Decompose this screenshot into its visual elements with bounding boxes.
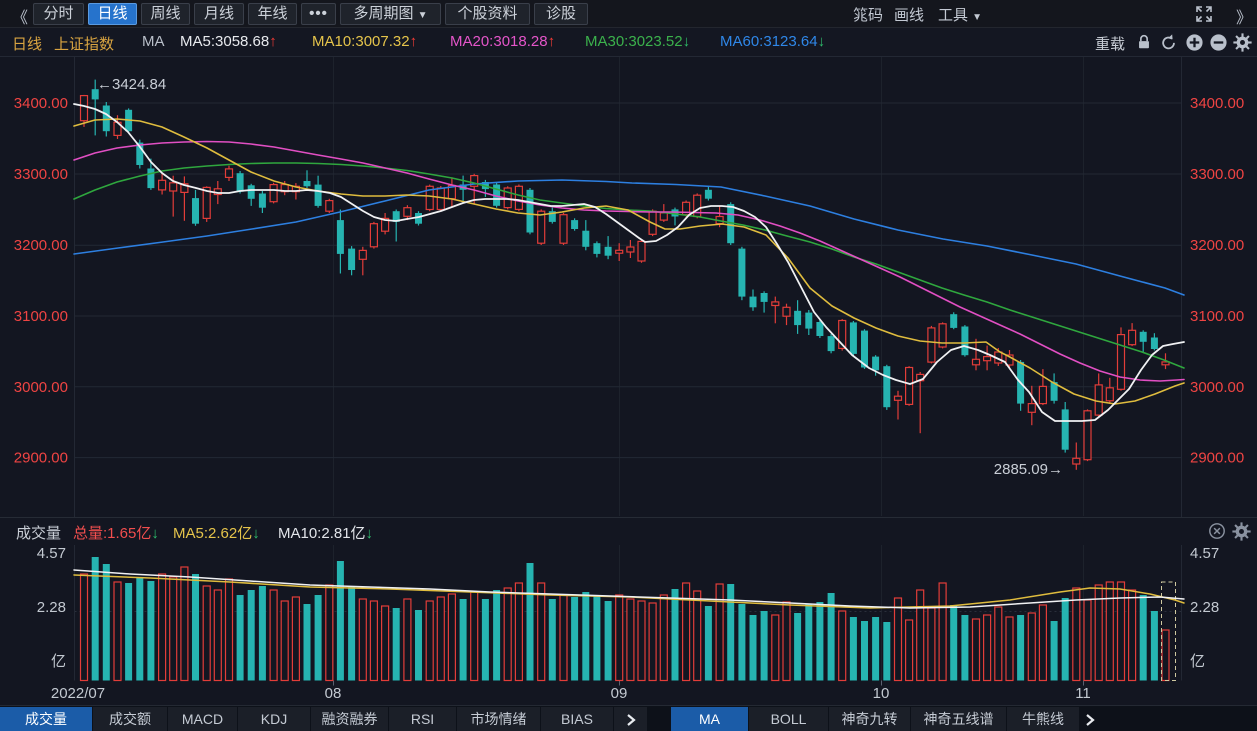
svg-text:3300.00: 3300.00 (14, 166, 68, 183)
svg-text:2900.00: 2900.00 (1190, 450, 1244, 467)
svg-text:08: 08 (325, 685, 342, 702)
svg-text:2885.09→: 2885.09→ (994, 461, 1063, 478)
svg-text:3400.00: 3400.00 (14, 95, 68, 112)
svg-text:3400.00: 3400.00 (1190, 95, 1244, 112)
svg-text:2022/07: 2022/07 (51, 685, 105, 702)
svg-text:3200.00: 3200.00 (14, 237, 68, 254)
svg-text:2.28: 2.28 (1190, 599, 1219, 616)
svg-text:3300.00: 3300.00 (1190, 166, 1244, 183)
svg-text:09: 09 (611, 685, 628, 702)
svg-text:亿: 亿 (1190, 653, 1205, 670)
svg-text:4.57: 4.57 (37, 545, 66, 562)
svg-text:3100.00: 3100.00 (1190, 308, 1244, 325)
svg-text:4.57: 4.57 (1190, 545, 1219, 562)
svg-text:←3424.84: ←3424.84 (97, 76, 166, 93)
svg-text:10: 10 (873, 685, 890, 702)
svg-text:3000.00: 3000.00 (14, 379, 68, 396)
svg-text:3100.00: 3100.00 (14, 308, 68, 325)
svg-text:亿: 亿 (51, 653, 66, 670)
svg-text:2.28: 2.28 (37, 599, 66, 616)
svg-text:3200.00: 3200.00 (1190, 237, 1244, 254)
svg-text:2900.00: 2900.00 (14, 450, 68, 467)
svg-text:11: 11 (1075, 685, 1091, 702)
svg-text:3000.00: 3000.00 (1190, 379, 1244, 396)
